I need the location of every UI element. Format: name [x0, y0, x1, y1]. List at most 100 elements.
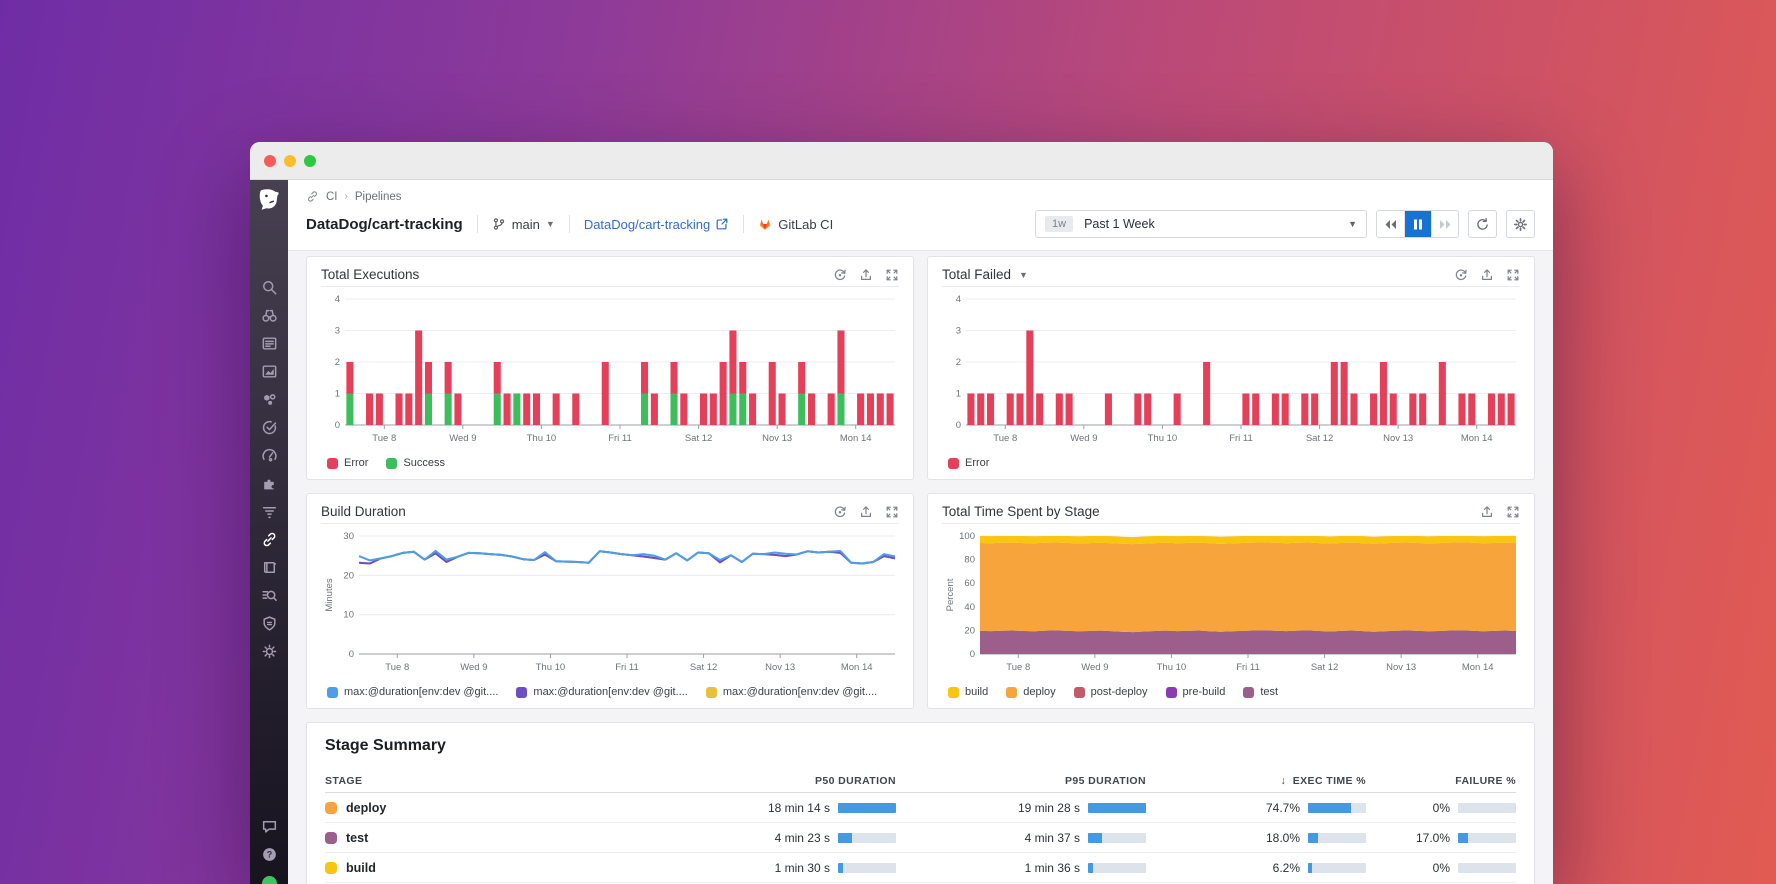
refresh-button[interactable] — [1468, 210, 1497, 238]
fast-forward-button[interactable] — [1431, 211, 1458, 237]
total-executions-plot[interactable]: 0 1 2 3 4 Tue 8 Wed 9 Thu 10 Fri 11 Sat 12 Nov 13 M… — [321, 291, 899, 449]
svg-text:0: 0 — [956, 420, 961, 431]
monitors-check-icon[interactable] — [261, 419, 278, 436]
export-icon[interactable] — [859, 268, 873, 282]
svg-text:30: 30 — [343, 531, 354, 542]
settings-button[interactable] — [1506, 210, 1535, 238]
legend-item[interactable]: build — [948, 686, 988, 698]
column-header[interactable]: P95 DURATION — [1064, 774, 1146, 787]
legend-item[interactable]: Success — [386, 457, 445, 469]
value-bar — [1458, 832, 1516, 843]
legend-item[interactable]: Error — [327, 457, 368, 469]
chart-card-time-by-stage: Total Time Spent by Stage 0 20 40 60 80 100 Pe… — [927, 493, 1535, 709]
legend-item[interactable]: deploy — [1006, 686, 1056, 698]
metrics-chart-icon[interactable] — [261, 363, 278, 380]
events-list-icon[interactable] — [261, 335, 278, 352]
user-status-dot[interactable] — [261, 876, 277, 884]
svg-text:4: 4 — [956, 294, 961, 305]
value-bar — [1458, 802, 1516, 813]
column-header[interactable]: ↓ EXEC TIME % — [1280, 774, 1366, 787]
fullscreen-icon[interactable] — [885, 505, 899, 519]
zoom-window-button[interactable] — [304, 154, 316, 167]
logs-filter-icon[interactable] — [261, 503, 278, 520]
chart-card-total-failed: Total Failed ▼ 0 1 2 3 4 Tue 8 Wed 9 Thu 10 Fri … — [927, 256, 1535, 480]
column-header[interactable]: P50 DURATION — [814, 774, 896, 787]
svg-text:Fri 11: Fri 11 — [615, 662, 639, 673]
svg-text:80: 80 — [964, 555, 975, 566]
legend-item[interactable]: max:@duration[env:dev @git.... — [327, 686, 498, 698]
svg-text:20: 20 — [343, 570, 354, 581]
breadcrumb-pipelines[interactable]: Pipelines — [354, 190, 402, 203]
rewind-button[interactable] — [1377, 211, 1404, 237]
svg-text:Tue 8: Tue 8 — [385, 662, 409, 673]
stage-name: build — [346, 860, 376, 875]
target-icon[interactable] — [833, 268, 847, 282]
close-window-button[interactable] — [264, 154, 276, 167]
notebooks-book-icon[interactable] — [261, 559, 278, 576]
ci-pipelines-link-icon[interactable] — [261, 531, 278, 548]
svg-text:60: 60 — [964, 578, 975, 589]
svg-text:100: 100 — [959, 531, 975, 542]
legend-item[interactable]: test — [1243, 686, 1278, 698]
help-icon[interactable]: ? — [261, 846, 278, 863]
chevron-down-icon[interactable]: ▼ — [1019, 269, 1028, 280]
svg-text:0: 0 — [970, 649, 975, 660]
legend-item[interactable]: pre-build — [1165, 686, 1225, 698]
pause-button[interactable] — [1404, 211, 1431, 237]
repo-external-link[interactable]: DataDog/cart-tracking — [584, 217, 729, 232]
svg-text:Nov 13: Nov 13 — [762, 433, 792, 444]
stage-summary-title: Stage Summary — [325, 737, 446, 754]
export-icon[interactable] — [859, 505, 873, 519]
export-icon[interactable] — [1480, 505, 1494, 519]
export-icon[interactable] — [1480, 268, 1494, 282]
time-range-badge: 1w — [1045, 216, 1074, 232]
target-icon[interactable] — [1454, 268, 1468, 282]
fullscreen-icon[interactable] — [885, 268, 899, 282]
svg-text:Nov 13: Nov 13 — [765, 662, 795, 673]
minimize-window-button[interactable] — [284, 154, 296, 167]
chart-card-build-duration: Build Duration 0 10 20 30 Minutes Tue 8 Wed 9 T… — [306, 493, 914, 709]
target-icon[interactable] — [833, 505, 847, 519]
security-shield-icon[interactable] — [261, 615, 278, 632]
apm-gauge-icon[interactable] — [261, 447, 278, 464]
breadcrumb-ci[interactable]: CI — [326, 190, 338, 203]
exec-cell: 18.0% — [1146, 831, 1366, 845]
build-duration-plot[interactable]: 0 10 20 30 Minutes Tue 8 Wed 9 Thu 10 Fri 11 Sat … — [321, 528, 899, 678]
search-icon[interactable] — [261, 279, 278, 296]
git-branch-icon — [492, 217, 506, 231]
time-range-selector[interactable]: 1w Past 1 Week ▼ — [1035, 210, 1367, 238]
legend-item[interactable]: max:@duration[env:dev @git.... — [516, 686, 688, 698]
app-sidebar: ? — [250, 180, 288, 884]
fullscreen-icon[interactable] — [1506, 505, 1520, 519]
total-failed-plot[interactable]: 0 1 2 3 4 Tue 8 Wed 9 Thu 10 Fri 11 Sat 12 Nov 13 M… — [942, 291, 1520, 449]
svg-text:Sat 12: Sat 12 — [685, 433, 712, 444]
watchdog-binoculars-icon[interactable] — [261, 307, 278, 324]
p50-cell: 18 min 14 s — [646, 801, 896, 815]
chart-card-total-executions: Total Executions 0 1 2 3 4 Tue 8 Wed 9 Thu 10 Fr… — [306, 256, 914, 480]
value-bar — [1088, 802, 1146, 813]
svg-text:Tue 8: Tue 8 — [993, 433, 1017, 444]
infrastructure-hexagons-icon[interactable] — [261, 391, 278, 408]
chart-legend: max:@duration[env:dev @git.... max:@durat… — [321, 683, 899, 700]
chevron-down-icon: ▼ — [1348, 219, 1357, 229]
legend-item[interactable]: post-deploy — [1073, 686, 1148, 698]
branch-selector[interactable]: main ▼ — [492, 217, 555, 232]
chat-feedback-icon[interactable] — [261, 818, 278, 835]
legend-item[interactable]: max:@duration[env:dev @git.... — [705, 686, 877, 698]
svg-text:0: 0 — [349, 649, 354, 660]
table-row[interactable]: deploy 18 min 14 s 19 min 28 s 74.7% 0% — [325, 793, 1516, 823]
external-link-icon — [715, 217, 729, 231]
log-explorer-search-icon[interactable] — [261, 587, 278, 604]
threat-monitoring-icon[interactable] — [261, 643, 278, 660]
datadog-logo-icon[interactable] — [256, 187, 282, 213]
gear-icon — [1513, 217, 1528, 232]
column-header[interactable]: FAILURE % — [1455, 774, 1516, 787]
column-header[interactable]: STAGE — [325, 774, 363, 787]
integrations-puzzle-icon[interactable] — [261, 475, 278, 492]
legend-item[interactable]: Error — [948, 457, 989, 469]
fullscreen-icon[interactable] — [1506, 268, 1520, 282]
total-time-spent-by-stage-plot[interactable]: 0 20 40 60 80 100 Percent Tue 8 Wed 9 Thu 10 Fri 1… — [942, 528, 1520, 678]
